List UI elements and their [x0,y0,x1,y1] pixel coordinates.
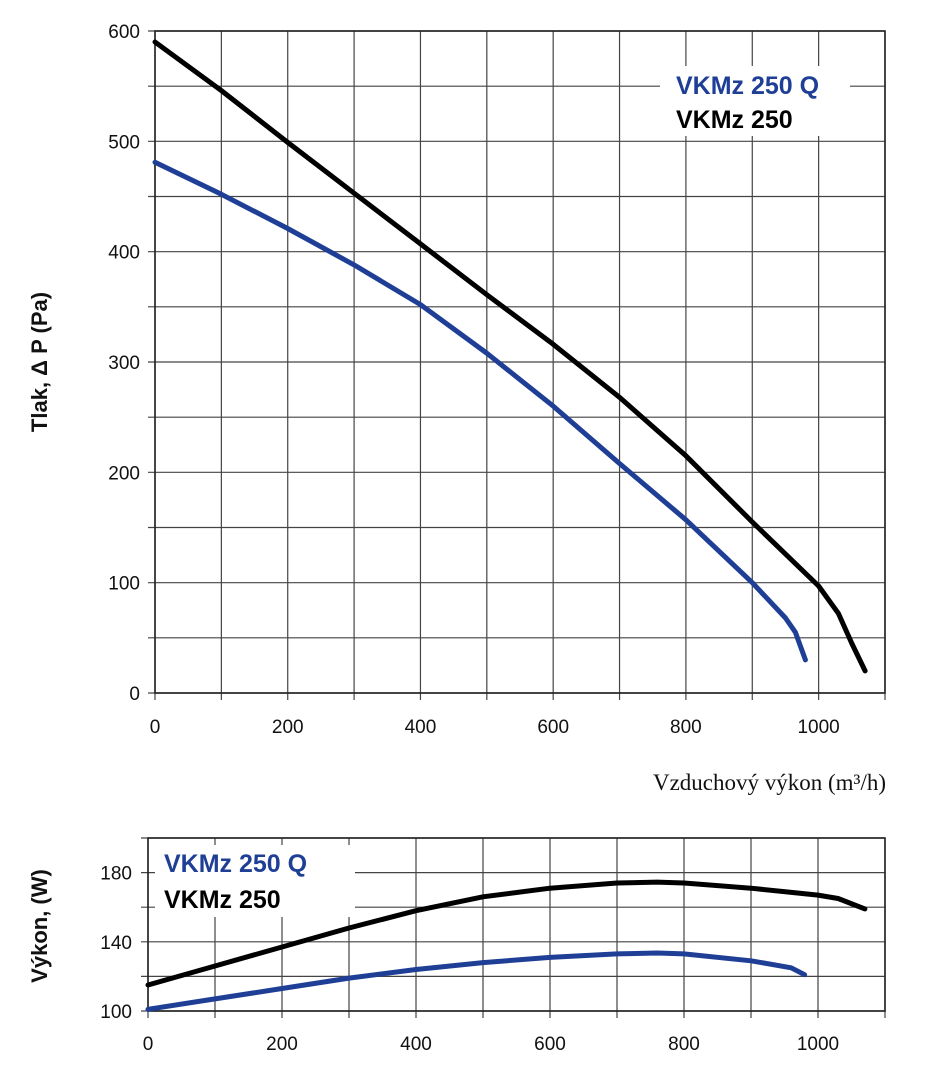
pressure-y-tick-label: 100 [108,574,140,595]
pressure-series-vkmz-250 [152,39,868,674]
pressure-grid [148,30,886,700]
pressure-x-tick-label: 400 [405,717,437,738]
pressure-x-axis-label: Vzduchový výkon (m³/h) [653,770,886,795]
pressure-legend-background [660,66,850,136]
power-series-vkmz-250-q [145,950,808,1012]
pressure-y-tick-label: 500 [108,132,140,153]
power-chart: 0 200 400 600 800 1000 100 140 180 Výkon, (W) VK… [27,837,886,1055]
power-x-tick-label: 800 [668,1034,700,1055]
power-x-tick-label: 200 [266,1034,298,1055]
power-legend-q: VKMz 250 Q [164,850,307,878]
power-x-tick-label: 0 [143,1034,154,1055]
pressure-x-tick-label: 0 [150,717,161,738]
pressure-x-tick-label: 1000 [797,717,839,738]
pressure-x-tick-label: 600 [537,717,569,738]
power-x-tick-label: 600 [534,1034,566,1055]
pressure-x-tick-label: 800 [670,717,702,738]
pressure-y-tick-label: 300 [108,353,140,374]
power-y-tick-label: 140 [100,933,132,954]
pressure-plot-frame [154,30,886,694]
pressure-series-vkmz-250-q [152,159,808,663]
power-plot-frame [147,837,886,1012]
power-legend-std: VKMz 250 [164,886,281,914]
pressure-y-axis-label: Tlak, Δ P (Pa) [27,292,52,432]
power-ticks: 0 200 400 600 800 1000 100 140 180 [100,864,839,1055]
pressure-ticks: 0 200 400 600 800 1000 0 100 200 300 400 500 600 [108,22,839,738]
pressure-lines [152,39,868,674]
power-legend-background [155,845,355,917]
pressure-legend-std: VKMz 250 [676,106,793,134]
pressure-y-tick-label: 400 [108,243,140,264]
power-series-vkmz-250 [145,879,868,988]
power-x-tick-label: 1000 [797,1034,839,1055]
pressure-y-tick-label: 200 [108,463,140,484]
power-y-tick-label: 100 [100,1002,132,1023]
pressure-y-tick-label: 0 [129,684,140,705]
power-y-tick-label: 180 [100,864,132,885]
pressure-legend-q: VKMz 250 Q [676,72,819,100]
pressure-chart: 0 200 400 600 800 1000 0 100 200 300 400 500 600 Tla… [27,22,886,795]
power-y-axis-label: Výkon, (W) [27,869,52,983]
power-lines [145,879,868,1012]
pressure-x-tick-label: 200 [272,717,304,738]
pressure-y-tick-label: 600 [108,22,140,43]
power-x-tick-label: 400 [400,1034,432,1055]
